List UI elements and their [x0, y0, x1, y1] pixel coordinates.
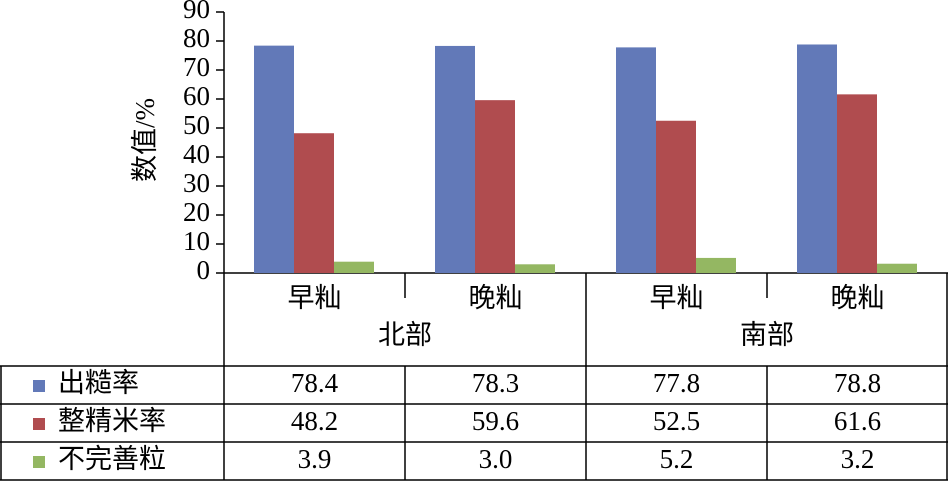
table-value: 3.2: [841, 444, 875, 474]
y-tick-label: 0: [197, 255, 211, 285]
y-tick-label: 20: [183, 197, 210, 227]
legend-label: 不完善粒: [58, 444, 166, 474]
category-group-label: 南部: [740, 320, 794, 350]
y-tick-label: 50: [183, 110, 210, 140]
bar: [797, 44, 837, 274]
legend-swatch: [33, 380, 45, 392]
bar: [837, 94, 877, 273]
table-value: 48.2: [291, 406, 338, 436]
bar: [515, 264, 555, 273]
y-tick-label: 30: [183, 168, 210, 198]
bar: [294, 133, 334, 273]
bar: [435, 45, 475, 274]
bar: [616, 47, 656, 273]
legend-label: 出糙率: [58, 368, 139, 398]
legend-swatch: [33, 418, 45, 430]
table-value: 59.6: [472, 406, 519, 436]
bar: [334, 261, 374, 273]
y-tick-label: 70: [183, 52, 210, 82]
legend-swatch: [33, 456, 45, 468]
x-tick-label: 晚籼: [469, 283, 523, 313]
y-tick-label: 90: [183, 0, 210, 24]
table-value: 3.9: [298, 444, 332, 474]
y-axis-label: 数值/%: [130, 98, 160, 182]
y-tick-label: 40: [183, 139, 210, 169]
table-value: 77.8: [653, 368, 700, 398]
table-value: 5.2: [660, 444, 694, 474]
bar: [254, 45, 294, 273]
table-value: 78.3: [472, 368, 519, 398]
table-value: 52.5: [653, 406, 700, 436]
bar: [475, 100, 515, 273]
legend-label: 整精米率: [58, 406, 166, 436]
bar: [656, 120, 696, 273]
y-tick-label: 60: [183, 81, 210, 111]
x-tick-label: 早籼: [650, 283, 704, 313]
table-value: 78.8: [834, 368, 881, 398]
y-tick-label: 10: [183, 226, 210, 256]
x-tick-label: 早籼: [288, 283, 342, 313]
table-value: 3.0: [479, 444, 513, 474]
category-group-label: 北部: [378, 320, 432, 350]
table-value: 61.6: [834, 406, 881, 436]
y-tick-label: 80: [183, 23, 210, 53]
bar: [696, 257, 736, 273]
bar: [877, 263, 917, 273]
table-value: 78.4: [291, 368, 339, 398]
x-tick-label: 晚籼: [831, 283, 885, 313]
